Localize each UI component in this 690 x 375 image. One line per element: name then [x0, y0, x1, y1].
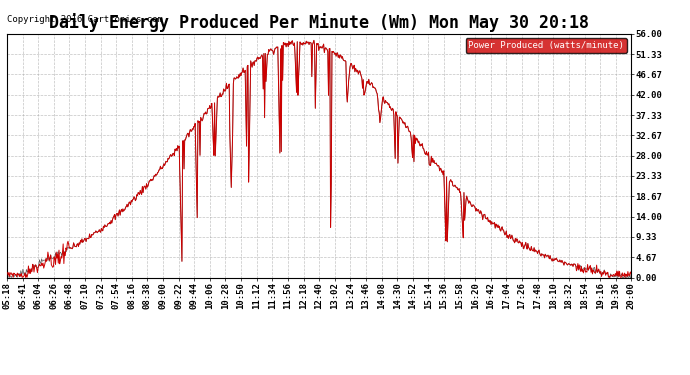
Title: Daily Energy Produced Per Minute (Wm) Mon May 30 20:18: Daily Energy Produced Per Minute (Wm) Mo… — [49, 13, 589, 32]
Text: Copyright 2016 Cartronics.com: Copyright 2016 Cartronics.com — [7, 15, 163, 24]
Legend: Power Produced (watts/minute): Power Produced (watts/minute) — [466, 38, 627, 53]
